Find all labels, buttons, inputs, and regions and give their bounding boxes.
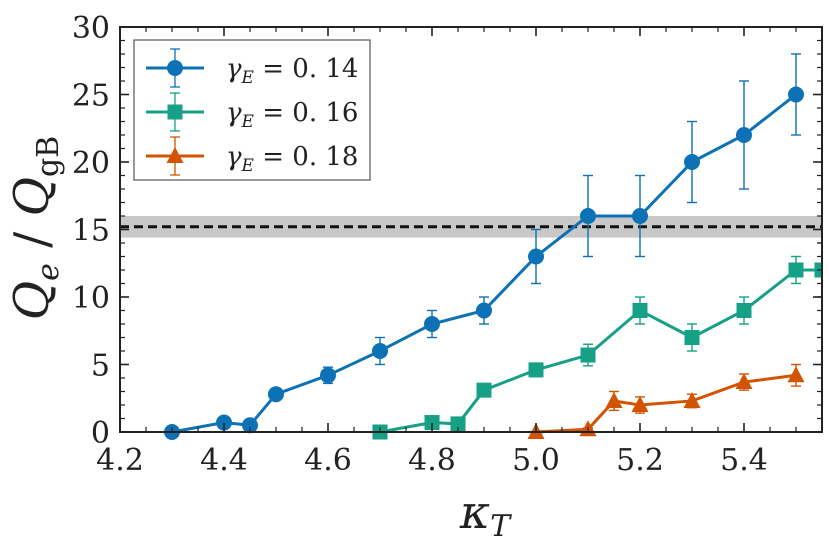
- y-axis-label: Qe / QgB: [4, 136, 66, 320]
- axes: 4.2 4.4 4.6 4.8 5.0 5.2 5.4 0 5 10 15 20 25 30: [72, 11, 823, 478]
- data-point: [424, 415, 440, 431]
- y-tick-label: 10: [72, 281, 110, 316]
- data-point: [242, 417, 258, 434]
- x-axis-label: κT: [459, 485, 512, 540]
- legend-item-2: γE = 0. 16: [146, 92, 358, 132]
- data-point: [787, 366, 805, 383]
- x-tick-label: 4.2: [96, 443, 144, 478]
- legend: γE = 0. 14 γE = 0. 16 γE = 0. 18: [133, 39, 371, 181]
- data-point: [736, 127, 752, 143]
- y-tick-label: 25: [72, 79, 110, 114]
- series-1: [164, 53, 804, 440]
- x-tick-label: 5.2: [616, 443, 664, 478]
- x-tick-label: 4.4: [200, 443, 248, 478]
- data-point: [632, 303, 648, 318]
- data-point: [528, 248, 544, 265]
- series-line: [535, 373, 797, 434]
- legend-marker: [166, 147, 184, 163]
- data-point: [736, 303, 752, 318]
- data-point: [683, 391, 701, 408]
- data-point: [684, 154, 700, 170]
- data-point: [735, 373, 753, 390]
- data-point: [788, 262, 804, 278]
- x-tick-label: 5.4: [720, 443, 768, 478]
- series-layer: [164, 53, 822, 440]
- y-tick-label: 20: [72, 146, 110, 181]
- legend-label: γE = 0. 16: [226, 98, 358, 132]
- x-tick-label: 5.0: [512, 443, 560, 478]
- legend-label: γE = 0. 18: [226, 142, 358, 176]
- y-tick-label: 15: [72, 214, 110, 249]
- data-point: [580, 208, 596, 224]
- data-point: [424, 316, 440, 332]
- series-line: [379, 268, 822, 434]
- data-point: [476, 382, 492, 398]
- data-point: [528, 362, 544, 378]
- data-point: [450, 416, 466, 432]
- legend-item-3: γE = 0. 18: [146, 136, 358, 176]
- data-point: [684, 330, 700, 345]
- data-point: [632, 208, 648, 224]
- x-tick-label: 4.8: [408, 443, 456, 478]
- data-point: [788, 86, 804, 103]
- data-point: [580, 347, 596, 363]
- legend-item-1: γE = 0. 14: [146, 48, 358, 88]
- y-tick-label: 30: [72, 11, 110, 46]
- data-point: [320, 367, 336, 384]
- reference-band-group: [120, 216, 822, 238]
- legend-marker: [167, 104, 183, 120]
- y-tick-label: 5: [91, 349, 110, 384]
- data-point: [631, 396, 649, 412]
- data-point: [476, 302, 492, 319]
- x-tick-label: 4.6: [304, 443, 352, 478]
- data-point: [268, 386, 284, 403]
- y-tick-label: 0: [91, 416, 110, 451]
- legend-label: γE = 0. 14: [226, 54, 358, 88]
- legend-marker: [167, 60, 183, 76]
- data-point: [216, 414, 232, 431]
- series-2: [372, 242, 822, 440]
- data-point: [372, 343, 388, 359]
- data-point: [605, 391, 623, 408]
